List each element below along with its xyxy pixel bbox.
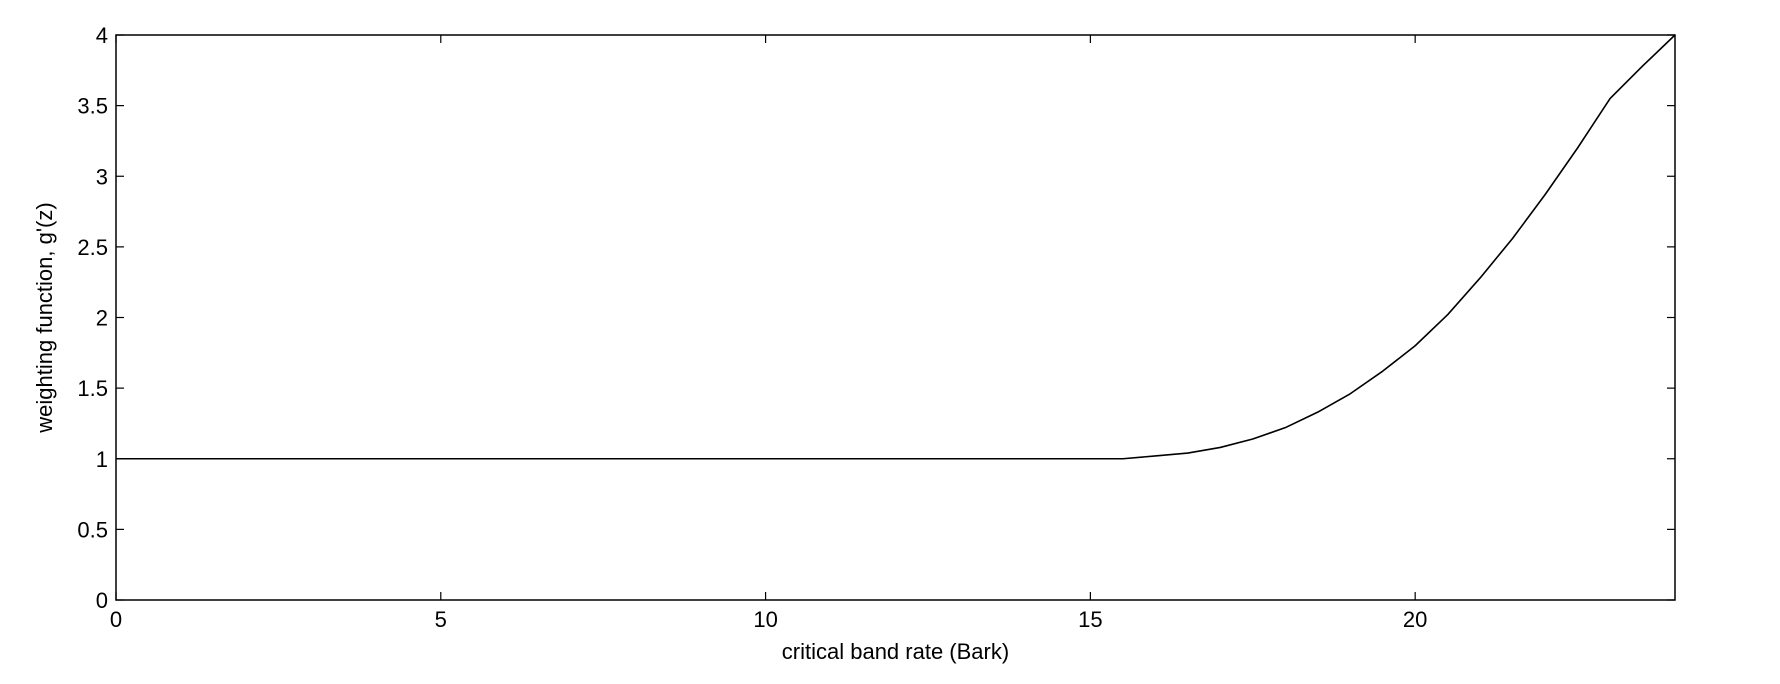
x-tick-label: 5 — [435, 607, 447, 632]
tick-labels: 0 5 10 15 20 0 0.5 1 1.5 2 2.5 3 3.5 4 — [77, 23, 1427, 632]
y-tick-label: 2.5 — [77, 235, 108, 260]
axis-ticks — [115, 34, 1675, 601]
y-tick-label: 3 — [96, 164, 108, 189]
y-tick-label: 3.5 — [77, 94, 108, 119]
x-tick-label: 10 — [753, 607, 777, 632]
x-tick-label: 0 — [110, 607, 122, 632]
y-axis-label: weighting function, g'(z) — [32, 202, 57, 433]
y-tick-label: 0 — [96, 588, 108, 613]
y-tick-label: 1.5 — [77, 376, 108, 401]
x-axis-label: critical band rate (Bark) — [782, 639, 1009, 664]
y-tick-label: 0.5 — [77, 517, 108, 542]
x-tick-label: 20 — [1403, 607, 1427, 632]
y-tick-label: 2 — [96, 306, 108, 331]
x-tick-label: 15 — [1078, 607, 1102, 632]
y-tick-label: 4 — [96, 23, 108, 48]
y-tick-label: 1 — [96, 447, 108, 472]
series-line — [116, 34, 1676, 460]
